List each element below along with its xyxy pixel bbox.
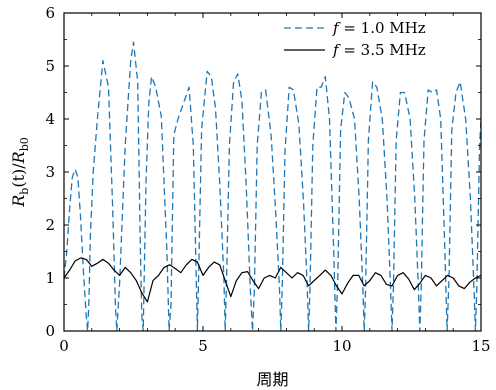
y-tick-label: 2 xyxy=(45,216,55,234)
legend: f = 1.0 MHz f = 3.5 MHz xyxy=(284,19,426,59)
series-line-2 xyxy=(64,257,481,303)
x-tick-label: 5 xyxy=(198,337,208,355)
legend-label-1: f = 1.0 MHz xyxy=(332,19,426,37)
y-tick-label: 0 xyxy=(45,322,55,340)
x-axis-label: 周期 xyxy=(256,370,288,389)
x-tick-label: 0 xyxy=(59,337,69,355)
series-line-1 xyxy=(64,41,481,331)
y-tick-label: 3 xyxy=(45,163,55,181)
x-tick-label: 15 xyxy=(471,337,490,355)
plot-series xyxy=(64,41,481,331)
axis-ticks: 0 5 10 15 0 1 2 3 4 5 6 xyxy=(45,4,490,355)
y-tick-label: 6 xyxy=(45,4,55,22)
y-axis-label: Rb(t)/Rb0 xyxy=(9,137,31,208)
y-tick-label: 4 xyxy=(45,110,55,128)
y-tick-label: 5 xyxy=(45,57,55,75)
legend-label-2: f = 3.5 MHz xyxy=(332,41,426,59)
plot-frame xyxy=(63,12,482,332)
x-tick-label: 10 xyxy=(332,337,351,355)
y-tick-label: 1 xyxy=(45,269,55,287)
